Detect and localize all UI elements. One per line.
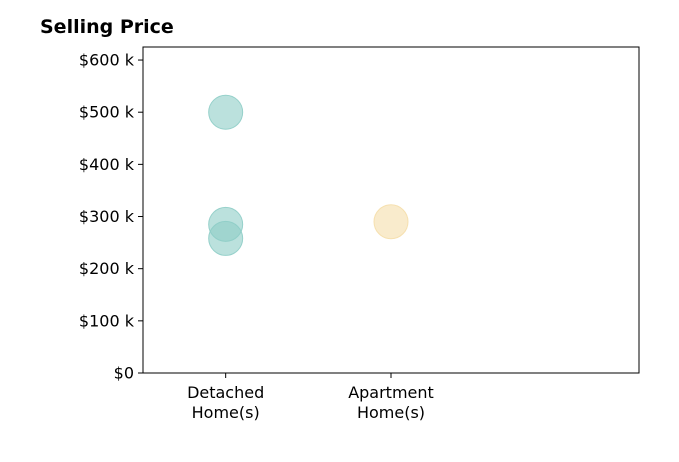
y-tick-label: $600 k	[79, 51, 135, 70]
x-tick-label: Detached Home(s)	[187, 383, 264, 422]
y-tick-label: $100 k	[79, 311, 135, 330]
y-tick-label: $0	[114, 364, 134, 383]
data-point	[373, 204, 409, 240]
x-axis: Detached Home(s) Apartment Home(s)	[187, 373, 434, 422]
points-layer	[208, 94, 409, 256]
y-tick-label: $400 k	[79, 155, 135, 174]
x-tick-label: Apartment Home(s)	[348, 383, 434, 422]
chart-title: Selling Price	[40, 16, 174, 38]
data-point	[208, 220, 244, 256]
y-tick-label: $200 k	[79, 259, 135, 278]
data-point	[208, 94, 244, 130]
y-tick-label: $500 k	[79, 103, 135, 122]
y-tick-label: $300 k	[79, 207, 135, 226]
y-axis: $0 $100 k $200 k $300 k $400 k $500 k $600 k	[79, 51, 143, 383]
